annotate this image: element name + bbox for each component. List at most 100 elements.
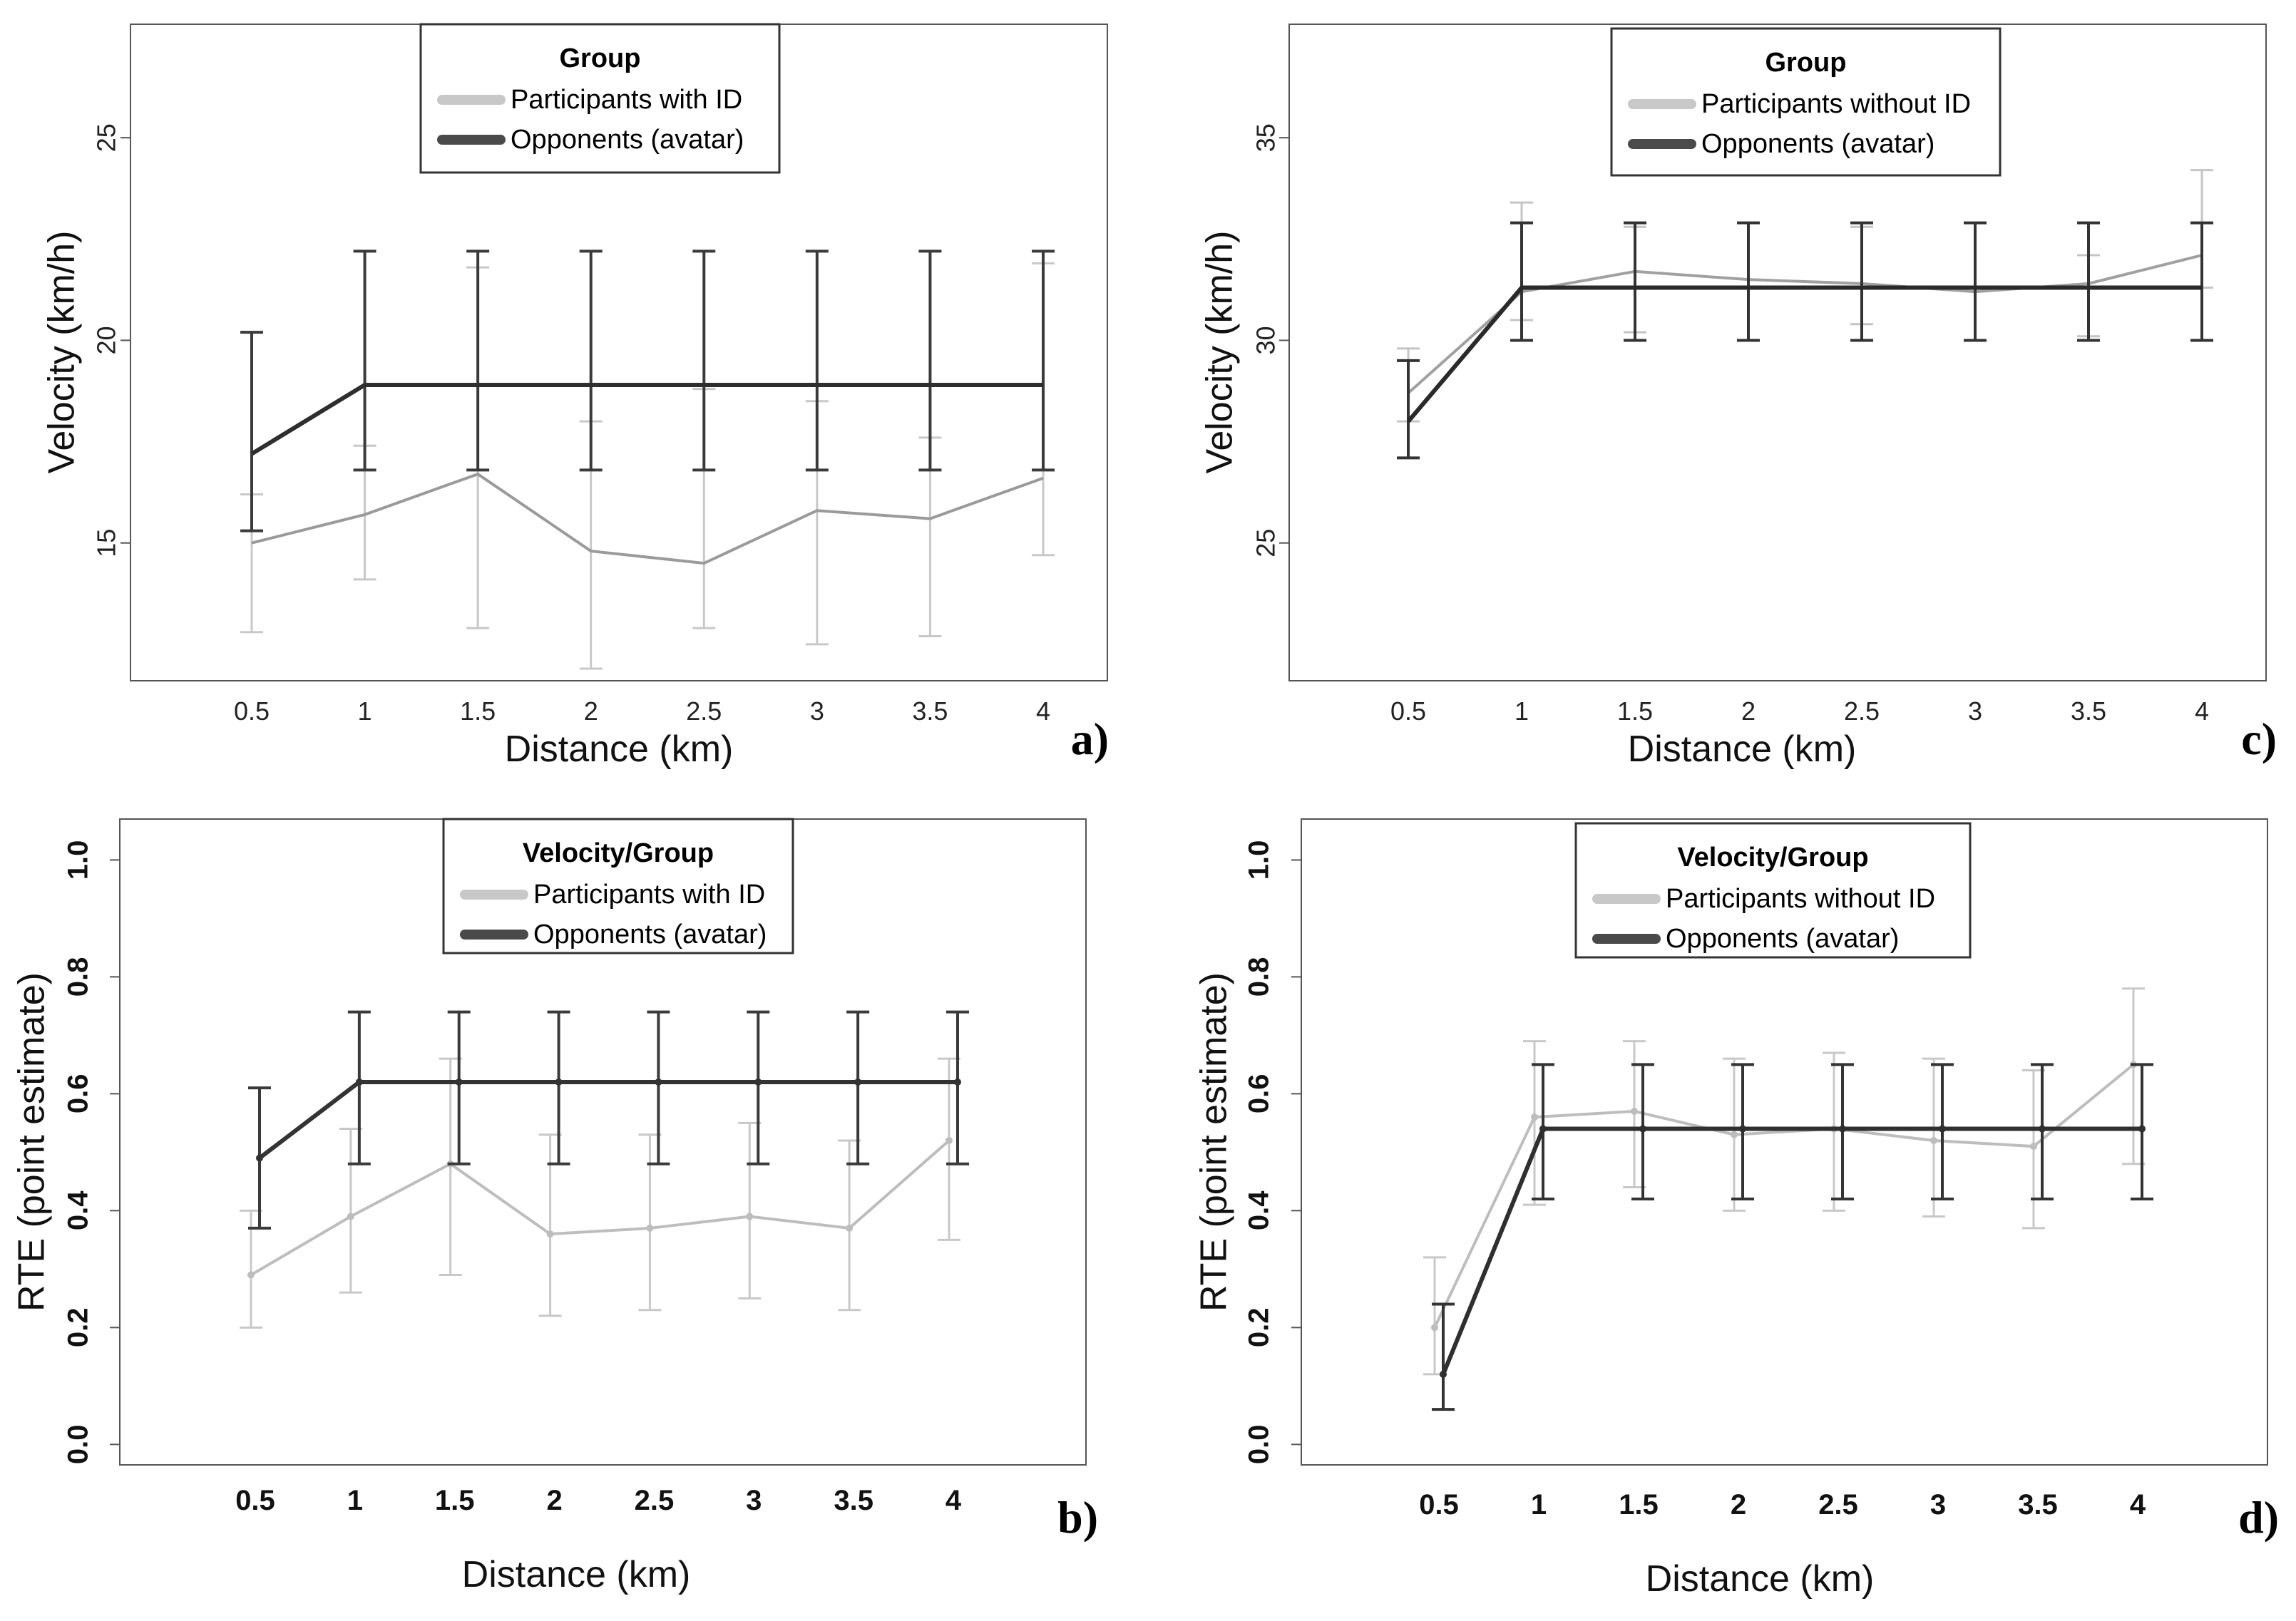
x-tick-label: 4 (945, 1485, 962, 1516)
data-point (1639, 1125, 1646, 1133)
series-opponents (240, 249, 1055, 532)
data-point (2030, 1143, 2037, 1151)
legend-entry: Opponents (avatar) (1701, 129, 1934, 159)
y-tick-label: 15 (92, 529, 121, 557)
series-opponents (1432, 1063, 2153, 1411)
chart-panel-d: 0.0 0.2 0.4 0.6 0.8 1.0 0.5 1 1.5 2 2.5 3 3.5 4 RTE (p… (1194, 818, 2279, 1600)
x-tick-label: 1.5 (1619, 1489, 1659, 1520)
series-opponents (248, 1010, 969, 1230)
series-line (1441, 1126, 2142, 1376)
data-point (1431, 1324, 1438, 1332)
x-tick-label: 1.5 (1617, 696, 1653, 726)
data-point (256, 1154, 263, 1162)
data-point (1539, 1125, 1547, 1133)
legend-title: Group (1765, 48, 1847, 78)
y-tick-label: 25 (1251, 529, 1281, 557)
series-participants (1397, 169, 2213, 423)
x-tick-label: 3 (1930, 1489, 1946, 1520)
data-point (355, 1078, 363, 1086)
y-tick-label: 1.0 (1244, 840, 1275, 880)
legend-entry: Participants without ID (1701, 89, 1971, 119)
series-opponents (1397, 221, 2213, 460)
data-point (555, 1078, 563, 1086)
x-tick-label: 1 (1531, 1489, 1547, 1520)
x-tick-label: 0.5 (1390, 696, 1426, 726)
chart-panel-b: 0.0 0.2 0.4 0.6 0.8 1.0 0.5 1 1.5 2 2.5 3 3.5 4 RTE (p… (11, 818, 1098, 1595)
x-tick-label: 4 (1036, 696, 1050, 726)
legend: Velocity/Group Participants without ID Opp… (1574, 822, 1972, 959)
legend-entry: Opponents (avatar) (1666, 924, 1899, 954)
y-tick-label: 0.4 (1244, 1190, 1275, 1230)
legend-entry: Participants with ID (533, 880, 765, 910)
x-tick-label: 2 (1731, 1489, 1746, 1520)
x-tick-label: 3.5 (2018, 1489, 2058, 1520)
x-tick-label: 2 (546, 1485, 562, 1516)
data-point (1930, 1136, 1937, 1144)
data-point (1440, 1370, 1447, 1378)
x-tick-label: 3.5 (2071, 696, 2106, 726)
x-tick-label: 0.5 (234, 696, 270, 726)
y-tick-label: 0.8 (1244, 957, 1275, 997)
panel-label: b) (1057, 1492, 1098, 1543)
x-axis-title: Distance (km) (462, 1554, 691, 1595)
legend: Group Participants with ID Opponents (avat… (419, 23, 781, 174)
y-axis-title: RTE (point estimate) (11, 972, 53, 1312)
series-line (250, 1139, 950, 1277)
series-line (1433, 1063, 2135, 1329)
legend-entry: Opponents (avatar) (533, 920, 767, 950)
data-point (945, 1136, 953, 1144)
legend-entry: Opponents (avatar) (511, 125, 744, 155)
data-point (746, 1213, 754, 1220)
x-tick-label: 4 (2195, 696, 2209, 726)
x-tick-label: 2 (1741, 696, 1756, 726)
series-line (251, 472, 1044, 565)
legend-title: Velocity/Group (1677, 843, 1868, 873)
data-point (1531, 1113, 1538, 1121)
y-tick-label: 25 (92, 123, 121, 152)
legend-entry: Participants without ID (1666, 884, 1935, 914)
legend-title: Velocity/Group (523, 838, 714, 868)
x-tick-label: 3 (810, 696, 824, 726)
x-tick-label: 2 (584, 696, 598, 726)
x-tick-label: 3 (1968, 696, 1982, 726)
y-axis-title: RTE (point estimate) (1194, 972, 1235, 1312)
y-tick-label: 0.0 (1244, 1424, 1275, 1464)
legend: Group Participants without ID Opponents (a… (1610, 27, 2002, 177)
data-point (954, 1078, 961, 1086)
x-tick-label: 1.5 (460, 696, 496, 726)
x-tick-label: 2.5 (1844, 696, 1880, 726)
x-tick-label: 2.5 (686, 696, 722, 726)
x-axis-title: Distance (km) (505, 729, 734, 770)
plot-frame (1288, 24, 2267, 681)
y-tick-label: 0.2 (63, 1308, 94, 1348)
panel-label: c) (2241, 714, 2277, 764)
x-tick-label: 1.5 (435, 1485, 475, 1516)
x-tick-label: 2.5 (635, 1485, 675, 1516)
series-line (258, 1079, 958, 1160)
data-point (646, 1224, 654, 1232)
legend-entry: Participants with ID (511, 85, 742, 115)
data-point (846, 1224, 854, 1232)
series-line (250, 382, 1043, 456)
x-tick-label: 0.5 (235, 1485, 275, 1516)
y-tick-label: 30 (1251, 326, 1281, 354)
x-tick-label: 3 (746, 1485, 762, 1516)
data-point (1739, 1125, 1746, 1133)
series-participants (240, 262, 1055, 670)
legend-title: Group (560, 43, 641, 73)
x-axis-title: Distance (km) (1646, 1558, 1875, 1600)
x-tick-label: 3.5 (912, 696, 948, 726)
data-point (854, 1078, 862, 1086)
x-axis-title: Distance (km) (1628, 729, 1857, 770)
plot-frame (1301, 818, 2268, 1466)
y-tick-label: 0.8 (63, 957, 94, 997)
data-point (1731, 1131, 1738, 1138)
data-point (455, 1078, 463, 1086)
x-tick-label: 0.5 (1419, 1489, 1459, 1520)
y-axis-title: Velocity (km/h) (41, 231, 83, 474)
y-tick-label: 0.6 (1244, 1074, 1275, 1114)
y-tick-label: 0.2 (1244, 1308, 1275, 1348)
data-point (754, 1078, 762, 1086)
data-point (1631, 1107, 1638, 1115)
